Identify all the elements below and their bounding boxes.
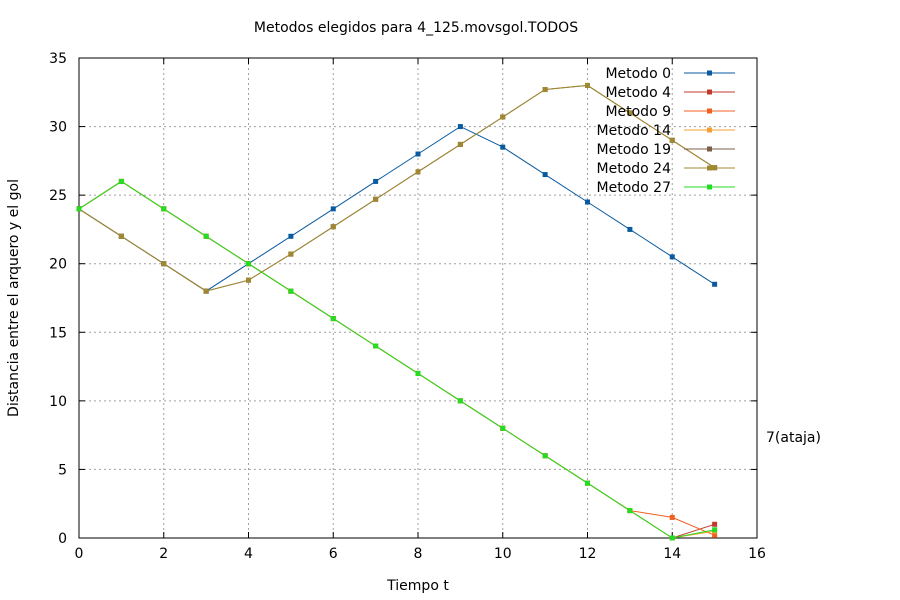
y-tick-label: 10 xyxy=(49,394,67,410)
data-point xyxy=(330,206,336,212)
data-point xyxy=(373,196,379,202)
data-point xyxy=(669,137,675,143)
data-point xyxy=(542,453,548,459)
legend-label: Metodo 14 xyxy=(597,123,672,139)
data-point xyxy=(457,124,463,130)
data-point xyxy=(373,343,379,349)
data-point xyxy=(118,178,124,184)
data-point xyxy=(161,261,167,267)
data-point xyxy=(288,251,294,257)
data-point xyxy=(288,288,294,294)
data-point xyxy=(712,532,718,538)
data-point xyxy=(457,398,463,404)
data-point xyxy=(246,261,251,267)
data-point xyxy=(627,110,633,116)
x-tick-label: 4 xyxy=(244,546,253,562)
data-point xyxy=(542,172,548,178)
x-tick-label: 12 xyxy=(579,546,597,562)
chart-title: Metodos elegidos para 4_125.movsgol.TODO… xyxy=(254,20,578,36)
data-point xyxy=(203,288,209,294)
annotation-label: 7(ataja) xyxy=(766,430,821,446)
legend-label: Metodo 0 xyxy=(605,66,671,82)
data-point xyxy=(373,178,379,184)
x-tick-label: 10 xyxy=(494,546,512,562)
y-tick-label: 5 xyxy=(58,462,67,478)
legend-marker xyxy=(707,108,712,114)
series-line xyxy=(78,180,715,536)
x-tick-label: 2 xyxy=(159,546,168,562)
data-point xyxy=(118,233,124,239)
legend-marker xyxy=(707,70,712,76)
data-point xyxy=(500,144,506,150)
data-point xyxy=(76,206,82,212)
y-axis-label: Distancia entre el arquero y el gol xyxy=(6,179,22,417)
data-point xyxy=(457,141,463,147)
x-tick-label: 6 xyxy=(329,546,338,562)
series-group xyxy=(76,82,718,541)
legend: Metodo 0 Metodo 4 Metodo 9 Metodo 14 Metodo … xyxy=(597,66,735,196)
data-point xyxy=(627,508,633,514)
y-tick-label: 35 xyxy=(49,51,67,67)
data-point xyxy=(669,254,675,260)
axes: 0 2 4 6 8 10 12 14 16 0 5 10 15 20 25 30 35 xyxy=(49,51,766,562)
data-point xyxy=(415,370,421,376)
legend-marker xyxy=(707,165,712,171)
x-tick-label: 0 xyxy=(75,546,84,562)
legend-marker xyxy=(707,184,712,190)
x-tick-label: 8 xyxy=(414,546,423,562)
data-point xyxy=(585,480,590,486)
legend-label: Metodo 4 xyxy=(605,85,671,101)
series-line xyxy=(78,180,715,539)
data-point xyxy=(500,425,506,431)
data-point xyxy=(203,233,209,239)
data-point xyxy=(415,151,421,157)
y-tick-label: 30 xyxy=(49,120,67,136)
legend-label: Metodo 24 xyxy=(597,161,672,177)
data-point xyxy=(712,527,718,533)
data-point xyxy=(712,281,718,287)
legend-label: Metodo 19 xyxy=(597,142,671,158)
x-tick-label: 14 xyxy=(663,546,681,562)
data-point xyxy=(288,233,294,239)
data-point xyxy=(330,224,336,230)
data-point xyxy=(627,226,633,232)
data-point xyxy=(246,277,251,283)
legend-marker xyxy=(707,146,712,152)
data-point xyxy=(712,521,718,527)
data-point xyxy=(669,535,675,541)
y-tick-label: 15 xyxy=(49,325,67,341)
y-tick-label: 0 xyxy=(58,531,67,547)
y-tick-label: 20 xyxy=(49,257,67,273)
legend-marker xyxy=(707,127,712,133)
data-point xyxy=(500,114,506,120)
legend-label: Metodo 9 xyxy=(605,104,671,120)
x-axis-label: Tiempo t xyxy=(386,578,449,594)
data-point xyxy=(161,206,167,212)
series-line xyxy=(78,84,715,292)
legend-label: Metodo 27 xyxy=(597,180,671,196)
data-point xyxy=(415,169,421,175)
y-tick-label: 25 xyxy=(49,188,67,204)
data-point xyxy=(542,87,548,93)
data-point xyxy=(330,316,336,322)
data-point xyxy=(585,82,590,88)
data-point xyxy=(669,514,675,520)
data-point xyxy=(585,199,590,205)
x-tick-label: 16 xyxy=(748,546,766,562)
legend-marker xyxy=(707,89,712,95)
